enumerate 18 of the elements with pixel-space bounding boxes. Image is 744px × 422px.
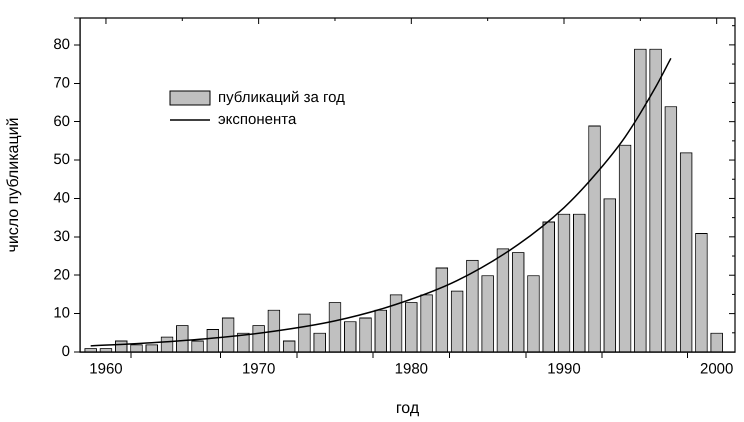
x-tick-label: 2000 bbox=[700, 360, 734, 378]
y-tick-label: 70 bbox=[53, 74, 70, 92]
y-tick-label: 10 bbox=[53, 304, 70, 322]
legend-label: экспонента bbox=[218, 111, 297, 128]
x-axis-title: год bbox=[396, 400, 420, 417]
y-tick-label: 20 bbox=[53, 266, 70, 284]
y-tick-label: 0 bbox=[62, 343, 70, 360]
x-tick-label: 1990 bbox=[547, 360, 581, 378]
y-tick-label: 30 bbox=[53, 228, 70, 245]
x-tick-label: 1980 bbox=[394, 360, 428, 378]
legend-label: публикаций за год bbox=[218, 89, 346, 106]
x-tick-label: 1970 bbox=[242, 360, 276, 378]
x-tick-label: 1960 bbox=[89, 360, 123, 378]
y-tick-label: 80 bbox=[53, 36, 70, 54]
y-tick-label: 60 bbox=[53, 112, 70, 130]
y-tick-label: 50 bbox=[53, 151, 70, 168]
y-tick-label: 40 bbox=[53, 190, 70, 207]
y-axis-title: число публикаций bbox=[5, 118, 22, 252]
